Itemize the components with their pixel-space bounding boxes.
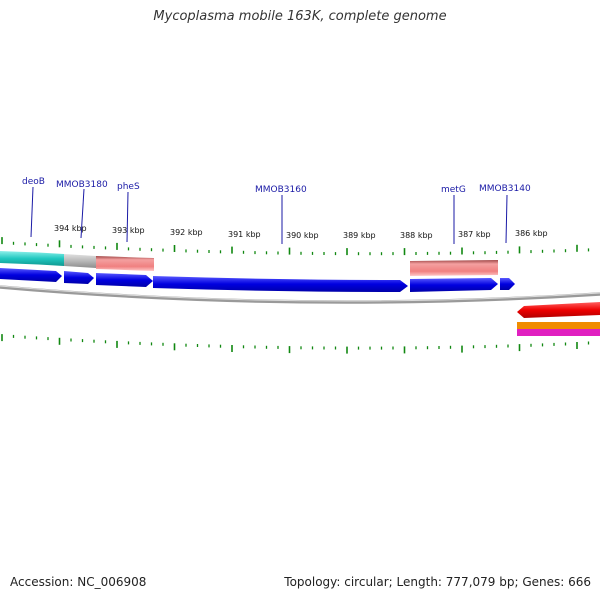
cds-arrow-reverse-red[interactable] bbox=[517, 302, 600, 318]
feature-cyan[interactable] bbox=[0, 251, 64, 266]
cds-arrows bbox=[0, 268, 515, 292]
accession-text: Accession: NC_006908 bbox=[10, 575, 147, 589]
backbone-outer bbox=[0, 285, 600, 304]
leader-mmob3180 bbox=[80, 188, 85, 239]
gene-label-deob[interactable]: deoB bbox=[22, 177, 45, 187]
gene-label-metg[interactable]: metG bbox=[441, 185, 466, 195]
gene-label-mmob3140[interactable]: MMOB3140 bbox=[479, 184, 531, 194]
gene-label-mmob3160[interactable]: MMOB3160 bbox=[255, 185, 307, 195]
feature-salmon-metg[interactable] bbox=[410, 260, 498, 276]
cds-arrow-metg[interactable] bbox=[410, 278, 498, 292]
tick-marks-inner bbox=[1, 334, 590, 354]
kbp-label-394: 394 kbp bbox=[54, 224, 87, 233]
map-title: Mycoplasma mobile 163K, complete genome bbox=[153, 9, 447, 24]
kbp-labels: 394 kbp 393 kbp 392 kbp 391 kbp 390 kbp … bbox=[54, 224, 548, 240]
kbp-label-387: 387 kbp bbox=[458, 230, 491, 239]
kbp-label-389: 389 kbp bbox=[343, 231, 376, 240]
leader-deob bbox=[30, 186, 34, 238]
gene-label-phes[interactable]: pheS bbox=[117, 182, 140, 192]
cds-arrow-mmob3140[interactable] bbox=[500, 278, 515, 290]
feature-magenta[interactable] bbox=[517, 329, 600, 336]
gene-labels: deoB MMOB3180 pheS MMOB3160 metG MMOB314… bbox=[22, 177, 531, 195]
genome-summary-text: Topology: circular; Length: 777,079 bp; … bbox=[284, 575, 591, 589]
kbp-label-386: 386 kbp bbox=[515, 229, 548, 238]
leader-phes bbox=[126, 191, 129, 243]
cds-arrow-mmob3180[interactable] bbox=[64, 271, 94, 284]
gene-label-leaders bbox=[30, 186, 508, 244]
feature-salmon-phes[interactable] bbox=[96, 256, 154, 271]
leader-mmob3140 bbox=[505, 194, 508, 244]
cds-arrow-mmob3160[interactable] bbox=[153, 276, 408, 292]
gene-label-mmob3180[interactable]: MMOB3180 bbox=[56, 180, 108, 190]
tick-marks-outer bbox=[1, 237, 590, 256]
cds-arrow-phes[interactable] bbox=[96, 273, 153, 287]
feature-grey[interactable] bbox=[64, 254, 96, 268]
feature-orange[interactable] bbox=[517, 322, 600, 329]
kbp-label-393: 393 kbp bbox=[112, 226, 145, 235]
kbp-label-390: 390 kbp bbox=[286, 231, 319, 240]
kbp-label-388: 388 kbp bbox=[400, 231, 433, 240]
reverse-features bbox=[517, 302, 600, 336]
backbone bbox=[0, 285, 600, 304]
cds-arrow-deob[interactable] bbox=[0, 268, 62, 282]
backbone-inner bbox=[0, 285, 600, 302]
kbp-label-392: 392 kbp bbox=[170, 228, 203, 237]
kbp-label-391: 391 kbp bbox=[228, 230, 261, 239]
feature-ring-outer bbox=[0, 251, 498, 276]
